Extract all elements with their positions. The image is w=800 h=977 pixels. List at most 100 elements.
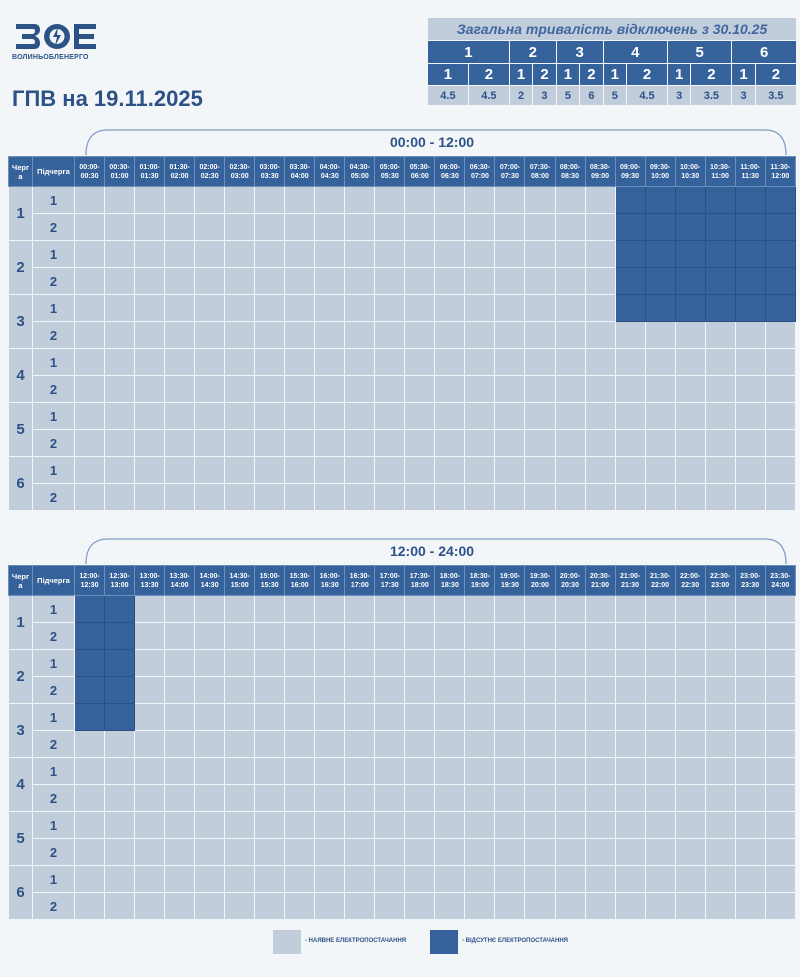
- slot-power-on: [314, 784, 346, 812]
- slot-power-on: [554, 865, 586, 893]
- slot-power-on: [284, 240, 316, 268]
- slot-power-on: [134, 321, 166, 349]
- slot-power-on: [674, 622, 706, 650]
- outage-duration-summary: Загальна тривалість відключень з 30.10.2…: [427, 17, 798, 106]
- time-range-bracket: 00:00 - 12:00: [8, 124, 796, 156]
- slot-power-on: [524, 375, 556, 403]
- time-slot-header: 20:00- 20:30: [554, 565, 586, 596]
- slot-power-on: [584, 348, 616, 376]
- slot-power-on: [374, 375, 406, 403]
- slot-power-on: [194, 348, 226, 376]
- slot-power-on: [524, 865, 556, 893]
- summary-subqueue: 2: [626, 63, 668, 86]
- slot-power-on: [584, 240, 616, 268]
- slot-power-on: [404, 676, 436, 704]
- slot-power-on: [224, 649, 256, 677]
- slot-power-on: [374, 622, 406, 650]
- slot-power-on: [224, 267, 256, 295]
- zoe-logo-mark: [16, 24, 96, 49]
- slot-power-on: [344, 649, 376, 677]
- time-slot-header: 17:30- 18:00: [404, 565, 436, 596]
- slot-power-on: [374, 186, 406, 214]
- slot-power-on: [584, 321, 616, 349]
- slot-power-on: [764, 757, 797, 785]
- slot-power-on: [194, 483, 226, 511]
- slot-power-on: [704, 321, 736, 349]
- slot-power-on: [434, 649, 466, 677]
- slot-power-on: [164, 375, 196, 403]
- slot-power-on: [254, 649, 286, 677]
- time-slot-header: 15:30- 16:00: [284, 565, 316, 596]
- slot-power-on: [734, 703, 766, 731]
- slot-power-on: [404, 649, 436, 677]
- slot-power-on: [614, 595, 646, 623]
- slot-power-on: [554, 730, 586, 758]
- time-slot-header: 18:00- 18:30: [434, 565, 466, 596]
- slot-power-on: [764, 730, 797, 758]
- slot-power-on: [584, 784, 616, 812]
- summary-queue: 2: [508, 40, 557, 64]
- slot-power-on: [104, 811, 136, 839]
- slot-power-on: [464, 429, 496, 457]
- slot-power-off: [704, 267, 736, 295]
- slot-power-on: [584, 865, 616, 893]
- time-slot-header: 21:30- 22:00: [644, 565, 676, 596]
- slot-power-on: [644, 456, 676, 484]
- page-title: ГПВ на 19.11.2025: [12, 86, 203, 111]
- slot-power-on: [404, 186, 436, 214]
- slot-power-on: [314, 348, 346, 376]
- slot-power-on: [164, 730, 196, 758]
- slot-power-on: [73, 213, 106, 241]
- slot-power-on: [224, 186, 256, 214]
- time-slot-header: 11:00- 11:30: [734, 156, 766, 187]
- slot-power-on: [434, 838, 466, 866]
- summary-hours: 3.5: [754, 85, 798, 106]
- slot-power-on: [104, 865, 136, 893]
- slot-power-on: [734, 456, 766, 484]
- slot-power-on: [704, 595, 736, 623]
- slot-power-on: [494, 703, 526, 731]
- slot-power-on: [434, 186, 466, 214]
- slot-power-on: [734, 730, 766, 758]
- slot-power-on: [494, 649, 526, 677]
- slot-power-on: [374, 348, 406, 376]
- slot-power-on: [554, 649, 586, 677]
- slot-power-on: [674, 784, 706, 812]
- time-slot-header: 03:00- 03:30: [254, 156, 286, 187]
- time-slot-header: 13:00- 13:30: [134, 565, 166, 596]
- slot-power-on: [374, 892, 406, 920]
- slot-power-on: [254, 402, 286, 430]
- slot-power-on: [434, 375, 466, 403]
- slot-power-on: [524, 348, 556, 376]
- slot-power-on: [434, 865, 466, 893]
- slot-power-on: [224, 240, 256, 268]
- slot-power-on: [104, 892, 136, 920]
- slot-power-on: [104, 375, 136, 403]
- slot-power-on: [734, 784, 766, 812]
- slot-power-on: [554, 892, 586, 920]
- time-slot-header: 22:00- 22:30: [674, 565, 706, 596]
- slot-power-on: [764, 622, 797, 650]
- subqueue-header: Підчерга: [32, 156, 75, 187]
- schedule-row: 2: [9, 321, 797, 349]
- slot-power-on: [464, 402, 496, 430]
- slot-power-on: [224, 757, 256, 785]
- slot-power-on: [434, 429, 466, 457]
- slot-power-on: [344, 375, 376, 403]
- slot-power-on: [554, 294, 586, 322]
- slot-power-off: [104, 649, 136, 677]
- slot-power-on: [194, 213, 226, 241]
- subqueue-number: 2: [32, 622, 75, 650]
- slot-power-on: [704, 784, 736, 812]
- slot-power-on: [314, 757, 346, 785]
- slot-power-on: [674, 483, 706, 511]
- slot-power-on: [134, 649, 166, 677]
- slot-power-on: [194, 730, 226, 758]
- schedule-row: 2: [9, 213, 797, 241]
- slot-power-on: [644, 703, 676, 731]
- slot-power-on: [224, 676, 256, 704]
- slot-power-on: [764, 402, 797, 430]
- slot-power-on: [314, 456, 346, 484]
